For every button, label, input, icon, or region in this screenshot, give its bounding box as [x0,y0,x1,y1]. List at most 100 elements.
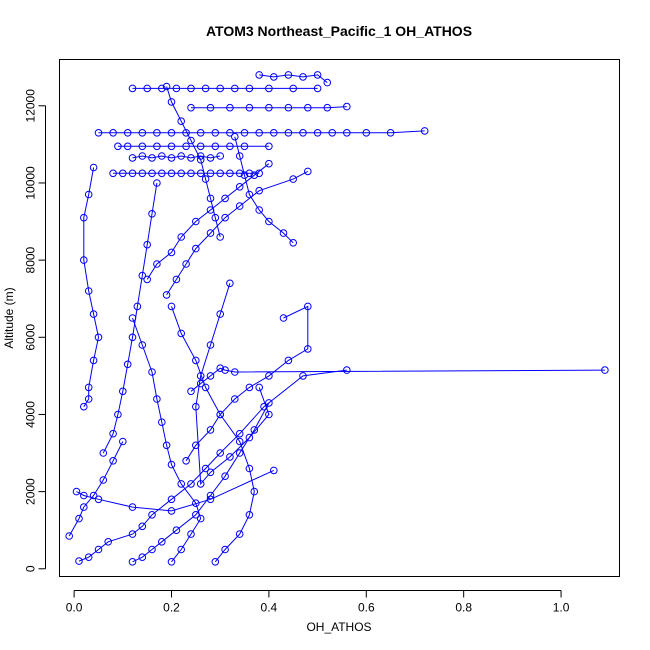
data-point [255,206,264,214]
data-point [265,159,273,168]
data-point [148,169,156,178]
data-point [196,142,205,151]
data-point [143,84,151,93]
data-point [284,129,293,137]
data-point [343,102,351,111]
series-2 [72,466,278,515]
data-point [289,84,298,93]
data-point [128,333,137,342]
data-point [211,129,220,137]
data-point [255,129,264,137]
data-point [265,372,273,380]
series-line [166,170,309,296]
series-15 [128,152,224,162]
data-point [226,142,234,151]
data-point [128,154,137,162]
data-point [172,526,181,535]
data-point [235,530,244,538]
data-point [226,103,234,112]
data-point [192,244,200,253]
data-point [343,129,351,137]
data-point [245,511,254,519]
series-line [259,74,328,83]
data-point [177,117,185,125]
data-point [226,169,234,178]
data-point [201,175,210,183]
data-point [128,558,137,566]
series-7 [99,179,161,457]
data-point [167,558,176,566]
data-point [94,333,103,342]
data-point [299,129,307,137]
data-point [148,368,156,376]
data-point [265,103,273,112]
data-point [182,260,190,268]
data-point [343,366,351,374]
data-point [201,464,210,473]
data-point [84,287,93,295]
series-line [68,441,124,537]
y-tick-label: 10000 [24,166,38,200]
data-point [255,71,264,79]
y-tick-label: 12000 [24,89,38,123]
series-4 [128,399,273,566]
data-point [138,522,147,531]
data-point [279,229,288,237]
data-point [192,217,200,226]
data-point [265,410,273,419]
data-point [196,156,205,164]
x-axis: 0.0 0.2 0.4 0.6 0.8 1.0 [66,590,570,615]
series-line [234,136,294,244]
data-point [601,366,609,374]
data-point [158,84,166,93]
series-1 [75,366,351,565]
series-line [98,130,425,134]
data-point [138,341,147,349]
series-22 [187,364,609,396]
data-point [119,169,127,178]
data-point [216,364,224,373]
data-point [123,142,132,151]
data-point [211,558,220,566]
data-point [235,183,244,191]
data-point [216,233,224,241]
series-line [185,305,309,462]
data-point [94,495,103,504]
data-point [128,503,137,511]
data-point [167,507,176,515]
data-point [158,538,166,546]
data-point [226,129,234,137]
series-line [132,155,221,159]
series-3 [65,437,127,540]
series-line [195,283,270,486]
data-point [158,169,166,178]
data-point [99,476,108,484]
data-point [284,71,293,79]
data-point [240,171,249,179]
data-point [153,179,161,187]
x-axis-label: OH_ATHOS [306,620,371,634]
data-point [89,310,98,318]
series-17 [128,84,322,93]
data-point [182,457,190,465]
data-point [192,441,200,450]
data-point [201,383,210,392]
data-point [265,217,273,226]
data-point [270,73,278,81]
series-5 [128,314,205,566]
data-point [84,383,93,392]
data-point [148,545,156,554]
data-point [231,395,239,403]
data-point [80,256,88,264]
data-point [245,103,254,112]
data-point [167,460,176,469]
data-point [182,142,190,151]
data-point [138,553,147,562]
data-point [167,154,176,162]
data-point [177,545,185,554]
x-tick-label: 0.0 [66,601,83,615]
data-point [167,129,176,137]
data-point [187,84,195,93]
x-tick-label: 0.8 [455,601,472,615]
